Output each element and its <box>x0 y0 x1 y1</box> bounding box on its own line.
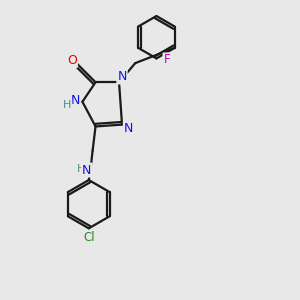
Text: N: N <box>70 94 80 107</box>
Text: N: N <box>124 122 133 135</box>
Text: Cl: Cl <box>83 231 94 244</box>
Text: F: F <box>164 53 170 66</box>
Text: N: N <box>117 70 127 83</box>
Text: N: N <box>82 164 92 176</box>
Text: H: H <box>63 100 71 110</box>
Text: H: H <box>76 164 85 174</box>
Text: O: O <box>67 54 77 67</box>
